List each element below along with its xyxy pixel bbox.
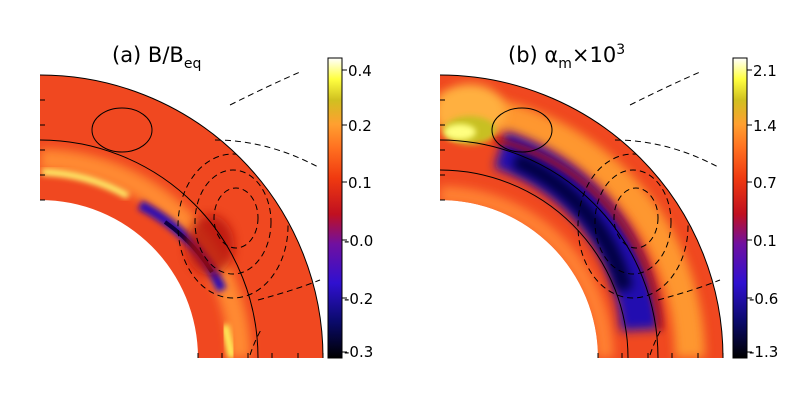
panel-b-field <box>440 75 723 358</box>
panel-b-ticks <box>440 99 724 358</box>
field-solid-contour <box>91 107 153 153</box>
colorbar-a-tick: 0.1 <box>348 174 372 192</box>
field-solid-contour <box>491 107 553 153</box>
panel-a-field <box>40 75 323 358</box>
fieldline-dashed <box>229 71 301 106</box>
fieldline-dashed <box>649 327 663 356</box>
field-negative-core <box>511 152 633 292</box>
fieldline-dashed <box>614 139 721 169</box>
colorbar-b-tick: 0.7 <box>753 174 777 192</box>
field-dark-red-patch <box>186 215 234 275</box>
colorbar-b-tick: -0.6 <box>749 290 778 308</box>
panel-b-outer-fieldlines <box>614 71 721 356</box>
colorbar-a-tick: -0.3 <box>344 343 373 361</box>
panel-a: (a) B/Beq <box>39 43 373 361</box>
field-dashed-contour <box>194 169 272 275</box>
field-dashed-contour <box>613 187 659 249</box>
field-contour <box>440 169 629 358</box>
field-contour <box>440 139 659 358</box>
field-dashed-contour <box>594 169 672 275</box>
colorbar-b-tick: 2.1 <box>753 62 777 80</box>
colorbar-b-gradient <box>732 57 748 359</box>
field-yellow-strip <box>41 169 130 199</box>
colorbar-b-tick: -1.3 <box>749 343 778 361</box>
panel-b-title: (b) αm×103 <box>508 42 625 72</box>
field-dashed-contour <box>177 153 289 299</box>
colorbar-b-tick: 1.4 <box>753 117 777 135</box>
panel-a-ticks <box>40 99 324 358</box>
panel-a-outer-boundary <box>39 74 324 359</box>
field-dashed-contour <box>213 187 259 249</box>
field-bottom-yellow <box>221 324 236 358</box>
panel-b-colorbar: 2.1 1.4 0.7 0.1 -0.6 -1.3 <box>732 57 778 361</box>
panel-a-outer-fieldlines <box>214 71 321 356</box>
fieldline-dashed <box>214 139 321 169</box>
fieldline-dashed <box>257 279 321 301</box>
panel-a-colorbar: 0.4 0.2 0.1 -0.0 -0.2 -0.3 <box>327 57 373 361</box>
colorbar-a-tick: 0.2 <box>348 117 372 135</box>
field-contour <box>40 139 259 358</box>
panel-b-outer-boundary <box>439 74 724 359</box>
colorbar-a-tick: -0.0 <box>344 232 373 250</box>
field-yellow-patch <box>444 124 476 140</box>
fieldline-dashed <box>657 279 721 301</box>
field-inner-orange <box>440 186 614 358</box>
panel-b: (b) αm×103 <box>439 42 778 361</box>
colorbar-a-gradient <box>327 57 343 359</box>
fieldline-dashed <box>249 327 263 356</box>
field-orange-band <box>40 149 251 358</box>
colorbar-a-tick: 0.4 <box>348 62 372 80</box>
colorbar-b-tick: 0.1 <box>753 232 777 250</box>
field-dashed-contour <box>577 153 689 299</box>
colorbar-a-tick: -0.2 <box>344 290 373 308</box>
panel-a-title: (a) B/Beq <box>112 43 201 72</box>
fieldline-dashed <box>629 71 701 106</box>
